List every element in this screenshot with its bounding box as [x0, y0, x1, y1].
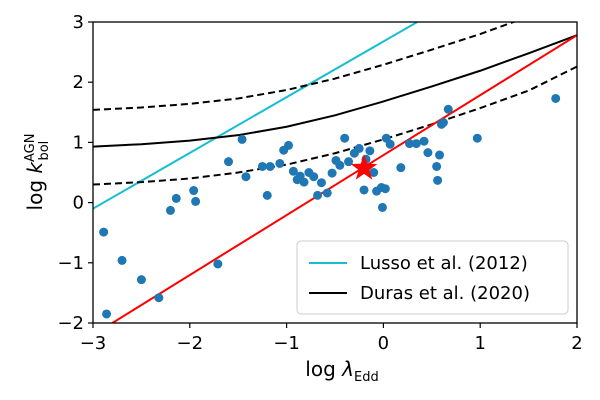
data-point — [265, 161, 275, 171]
legend: Lusso et al. (2012) Duras et al. (2020) — [296, 240, 569, 315]
data-point — [309, 172, 319, 182]
data-point — [327, 168, 337, 178]
best-fit-line — [111, 34, 577, 323]
data-point — [344, 157, 354, 167]
data-point — [189, 186, 199, 196]
y-tick-label: 2 — [73, 72, 84, 93]
data-point — [165, 205, 175, 215]
data-point — [99, 227, 109, 237]
data-point — [385, 139, 395, 149]
data-point — [335, 160, 345, 170]
y-tick-label: 0 — [73, 193, 84, 214]
data-point — [377, 202, 387, 212]
data-point — [316, 178, 326, 188]
data-point — [411, 139, 421, 149]
y-axis-label: log kAGNbol — [23, 134, 52, 211]
data-point — [136, 275, 146, 285]
y-tick-label: −1 — [57, 253, 84, 274]
data-point — [224, 157, 234, 167]
duras-upper-dashed — [93, 22, 517, 111]
data-point — [154, 293, 164, 303]
y-tick-label: 3 — [73, 12, 84, 33]
data-point — [299, 177, 309, 187]
x-tick-label: −3 — [80, 333, 107, 354]
y-tick-label: −2 — [57, 313, 84, 334]
data-point — [354, 143, 364, 153]
data-point — [433, 175, 443, 185]
x-tick-label: −1 — [273, 333, 300, 354]
data-point — [275, 158, 285, 168]
y-axis: −2 −1 0 1 2 3 — [57, 12, 93, 334]
data-point — [313, 190, 323, 200]
legend-label-duras: Duras et al. (2020) — [360, 283, 530, 304]
data-point — [359, 185, 369, 195]
data-point — [191, 196, 201, 206]
duras-lower-dashed — [93, 65, 577, 186]
data-point — [369, 168, 379, 177]
data-point — [171, 193, 181, 203]
plot-area — [93, 22, 577, 323]
plot-frame — [92, 21, 578, 324]
x-tick-label: 1 — [474, 333, 485, 354]
data-point — [443, 104, 453, 114]
data-point — [365, 146, 375, 156]
data-point — [551, 93, 561, 103]
data-point — [380, 184, 390, 194]
x-tick-label: −2 — [177, 333, 204, 354]
duras-line — [93, 34, 577, 148]
data-point — [472, 133, 482, 143]
data-point — [438, 118, 448, 128]
x-axis-label: log λEdd — [305, 357, 378, 385]
data-point — [288, 166, 298, 176]
x-axis: −3 −2 −1 0 1 2 — [80, 323, 583, 354]
x-tick-label: 0 — [378, 333, 389, 354]
data-point — [405, 139, 415, 149]
data-point — [213, 259, 223, 269]
data-point — [432, 161, 442, 171]
lusso-line — [93, 22, 418, 210]
data-point — [102, 309, 112, 319]
data-point — [423, 148, 433, 158]
highlight-star-marker — [350, 154, 378, 180]
data-point — [257, 161, 267, 171]
data-point — [340, 133, 350, 143]
data-point — [322, 188, 332, 198]
data-point — [419, 136, 429, 146]
data-point — [435, 150, 445, 160]
data-point — [396, 163, 406, 173]
data-point — [237, 134, 247, 144]
data-point — [284, 140, 294, 150]
data-point — [262, 190, 272, 200]
data-point — [117, 255, 127, 265]
legend-box — [296, 240, 569, 315]
y-tick-label: 1 — [73, 132, 84, 153]
data-point — [241, 172, 251, 182]
x-tick-label: 2 — [571, 333, 582, 354]
legend-label-lusso: Lusso et al. (2012) — [360, 253, 528, 274]
